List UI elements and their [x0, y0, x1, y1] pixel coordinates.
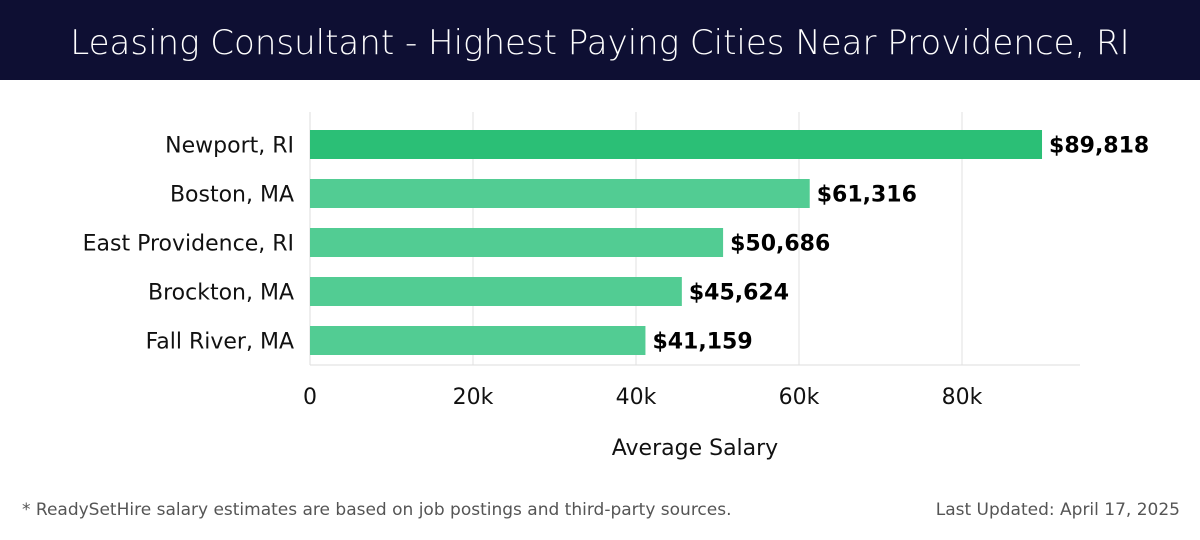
value-label: $89,818 [1049, 134, 1149, 159]
x-tick-label: 60k [779, 385, 820, 410]
category-label: East Providence, RI [83, 232, 294, 257]
category-label: Boston, MA [170, 183, 294, 208]
last-updated: Last Updated: April 17, 2025 [935, 500, 1180, 520]
chart-title: Leasing Consultant - Highest Paying Citi… [70, 23, 1130, 63]
bar [310, 326, 646, 355]
x-axis-label: Average Salary [612, 436, 778, 461]
x-tick-label: 40k [616, 385, 657, 410]
bar [310, 277, 682, 306]
value-label: $41,159 [652, 330, 752, 355]
x-tick-label: 80k [942, 385, 983, 410]
bar [310, 228, 724, 257]
bar [310, 179, 810, 208]
value-label: $61,316 [817, 183, 917, 208]
x-tick-label: 20k [453, 385, 494, 410]
bar [310, 130, 1043, 159]
value-label: $50,686 [730, 232, 830, 257]
title-banner [0, 0, 1200, 80]
value-label: $45,624 [689, 281, 789, 306]
category-label: Fall River, MA [146, 330, 294, 355]
category-label: Newport, RI [165, 134, 294, 159]
category-label: Brockton, MA [148, 281, 294, 306]
bar-chart: 0 20k 40k 60k 80k Average Salary Newport, RI $8… [83, 112, 1149, 461]
footnote: * ReadySetHire salary estimates are base… [22, 500, 732, 520]
x-tick-label: 0 [303, 385, 317, 410]
